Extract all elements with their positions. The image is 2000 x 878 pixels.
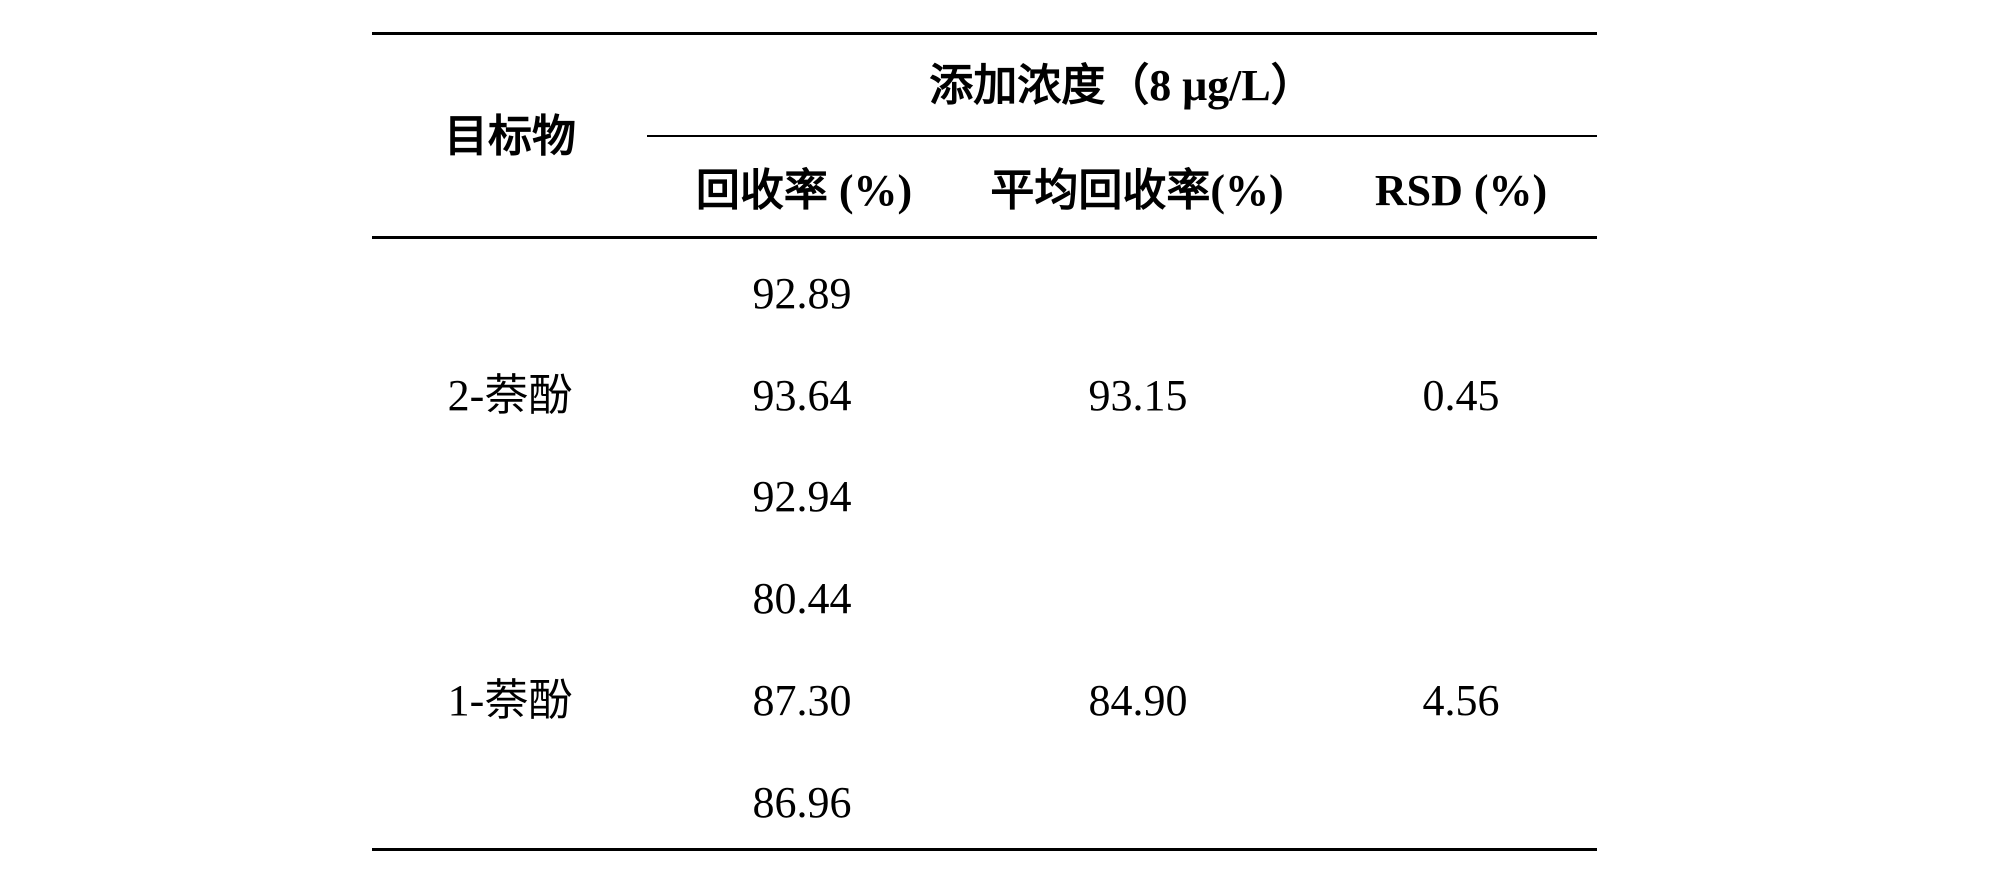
- row-1-average-recovery: 93.15: [1088, 371, 1188, 420]
- row-2-recovery-2: 87.30: [752, 676, 852, 725]
- table-group-rule: [647, 135, 1597, 137]
- row-2-recovery-3: 86.96: [752, 778, 852, 827]
- row-1-rsd: 0.45: [1422, 371, 1500, 420]
- row-1-recovery-2: 93.64: [752, 371, 852, 420]
- header-target: 目标物: [444, 112, 576, 161]
- header-rsd: RSD (%): [1374, 166, 1548, 215]
- table-bottom-rule: [372, 848, 1597, 851]
- header-average-recovery: 平均回收率(%): [990, 166, 1284, 215]
- row-1-recovery-1: 92.89: [752, 269, 852, 318]
- table-top-rule: [372, 32, 1597, 35]
- header-concentration-group: 添加浓度（8 μg/L）: [929, 61, 1315, 110]
- table-header-rule: [372, 236, 1597, 239]
- row-2-average-recovery: 84.90: [1088, 676, 1188, 725]
- row-1-recovery-3: 92.94: [752, 472, 852, 521]
- header-recovery: 回收率 (%): [695, 166, 913, 215]
- row-1-target: 2-萘酚: [447, 371, 573, 420]
- row-2-recovery-1: 80.44: [752, 574, 852, 623]
- row-2-target: 1-萘酚: [447, 676, 573, 725]
- row-2-rsd: 4.56: [1422, 676, 1500, 725]
